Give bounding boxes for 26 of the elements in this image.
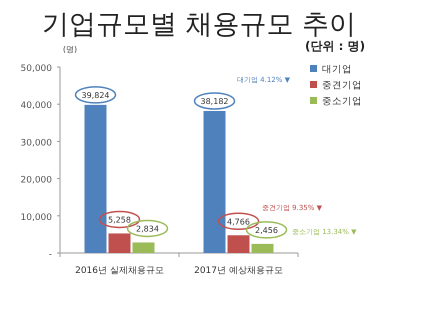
legend-label: 대기업 <box>322 64 352 75</box>
bar <box>204 110 226 253</box>
bar <box>132 242 154 253</box>
y-tick-label: 50,000 <box>20 64 52 74</box>
bar <box>228 235 250 253</box>
data-label: 39,824 <box>82 90 110 100</box>
y-tick-label: 40,000 <box>20 101 52 112</box>
text: (단위 : 명) <box>305 39 366 53</box>
data-label: 38,182 <box>200 96 228 106</box>
x-tick-label: 2016년 실제채용규모 <box>75 266 164 276</box>
data-label: 4,766 <box>227 217 250 226</box>
chart-title: 기업규모별 채용규모 추이 <box>42 9 356 40</box>
legend-label: 중견기업 <box>322 80 362 91</box>
legend-label: 중소기업 <box>322 96 362 107</box>
data-label: 2,834 <box>136 224 159 234</box>
y-axis-title: (명) <box>62 45 78 54</box>
data-label: 2,456 <box>255 226 278 235</box>
y-tick-label: 30,000 <box>20 138 52 148</box>
bar <box>84 104 106 253</box>
y-tick-label: - <box>48 250 52 260</box>
y-tick-label: 20,000 <box>20 176 52 186</box>
y-tick-label: 10,000 <box>20 212 52 223</box>
bar <box>252 244 274 253</box>
data-label: 5,258 <box>108 215 131 224</box>
x-tick-label: 2017년 예상채용규모 <box>194 266 283 276</box>
bar <box>108 233 130 253</box>
